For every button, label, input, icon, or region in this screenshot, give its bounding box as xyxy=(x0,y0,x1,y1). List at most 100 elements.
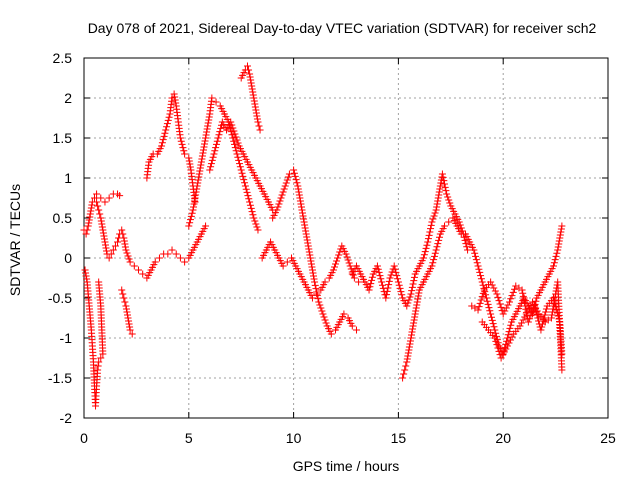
y-tick-label: -1.5 xyxy=(48,370,72,386)
data-point xyxy=(125,317,133,325)
y-tick-label: 1 xyxy=(64,170,72,186)
data-point xyxy=(195,173,203,181)
data-point xyxy=(185,222,193,230)
data-point xyxy=(476,268,484,276)
data-point xyxy=(130,262,138,270)
data-point xyxy=(86,213,94,221)
data-point xyxy=(499,310,507,318)
data-point xyxy=(101,238,109,246)
data-point xyxy=(311,278,319,286)
data-point xyxy=(502,304,510,312)
data-point xyxy=(177,137,185,145)
data-point xyxy=(378,281,386,289)
data-point xyxy=(394,278,402,286)
data-point xyxy=(97,354,105,362)
x-tick-label: 5 xyxy=(185,430,193,446)
data-point xyxy=(375,268,383,276)
data-point xyxy=(275,200,283,208)
data-point xyxy=(464,246,472,254)
data-point xyxy=(139,270,147,278)
data-point xyxy=(186,219,194,227)
data-point xyxy=(537,326,545,334)
data-point xyxy=(248,208,256,216)
data-point xyxy=(445,218,453,226)
data-point xyxy=(238,169,246,177)
data-point xyxy=(187,212,195,220)
series-dropout xyxy=(118,286,136,338)
data-point xyxy=(529,298,537,306)
data-point xyxy=(391,265,399,273)
data-point xyxy=(189,206,197,214)
data-point xyxy=(303,233,311,241)
data-point xyxy=(282,179,290,187)
data-point xyxy=(556,231,564,239)
data-point xyxy=(194,179,202,187)
data-point xyxy=(434,197,442,205)
series-dip15 xyxy=(399,214,465,382)
data-point xyxy=(241,182,249,190)
data-point xyxy=(181,258,189,266)
data-point xyxy=(254,226,262,234)
data-point xyxy=(431,249,439,257)
data-point xyxy=(385,277,393,285)
data-point xyxy=(214,134,222,142)
data-point xyxy=(251,217,259,225)
data-point xyxy=(109,246,117,254)
data-point xyxy=(297,203,305,211)
data-point xyxy=(313,291,321,299)
data-point xyxy=(202,134,210,142)
data-point xyxy=(197,161,205,169)
data-point xyxy=(301,224,309,232)
data-point xyxy=(198,152,206,160)
data-point xyxy=(249,88,257,96)
data-point xyxy=(509,288,517,296)
data-point xyxy=(383,287,391,295)
data-point xyxy=(99,229,107,237)
data-point xyxy=(122,246,130,254)
data-point xyxy=(247,204,255,212)
data-point xyxy=(233,150,241,158)
data-point xyxy=(308,266,316,274)
data-point xyxy=(304,242,312,250)
series-morning-rise xyxy=(93,198,210,282)
data-point xyxy=(295,191,303,199)
data-point xyxy=(524,318,532,326)
data-point xyxy=(313,290,321,298)
data-point xyxy=(96,210,104,218)
data-point xyxy=(308,263,316,271)
data-point xyxy=(229,124,237,132)
data-point xyxy=(125,255,133,263)
data-point xyxy=(435,188,443,196)
data-point xyxy=(299,209,307,217)
data-point xyxy=(310,275,318,283)
data-point xyxy=(171,93,179,101)
data-point xyxy=(97,217,105,225)
data-point xyxy=(126,323,134,331)
data-point xyxy=(405,343,413,351)
data-point xyxy=(499,351,507,359)
data-point xyxy=(201,140,209,148)
data-point xyxy=(519,316,527,324)
data-point xyxy=(302,227,310,235)
data-point xyxy=(168,246,176,254)
data-point xyxy=(443,190,451,198)
data-point xyxy=(428,262,436,270)
data-point xyxy=(252,106,260,114)
data-point xyxy=(107,250,115,258)
data-point xyxy=(396,284,404,292)
data-point xyxy=(202,131,210,139)
data-point xyxy=(278,191,286,199)
data-point xyxy=(432,246,440,254)
data-point xyxy=(207,160,215,168)
data-point xyxy=(243,62,251,70)
data-point xyxy=(411,310,419,318)
data-point xyxy=(426,228,434,236)
data-point xyxy=(494,344,502,352)
data-point xyxy=(533,307,541,315)
data-point xyxy=(408,283,416,291)
data-point xyxy=(126,326,134,334)
data-point xyxy=(484,300,492,308)
data-point xyxy=(303,236,311,244)
data-point xyxy=(86,210,94,218)
data-point xyxy=(163,120,171,128)
